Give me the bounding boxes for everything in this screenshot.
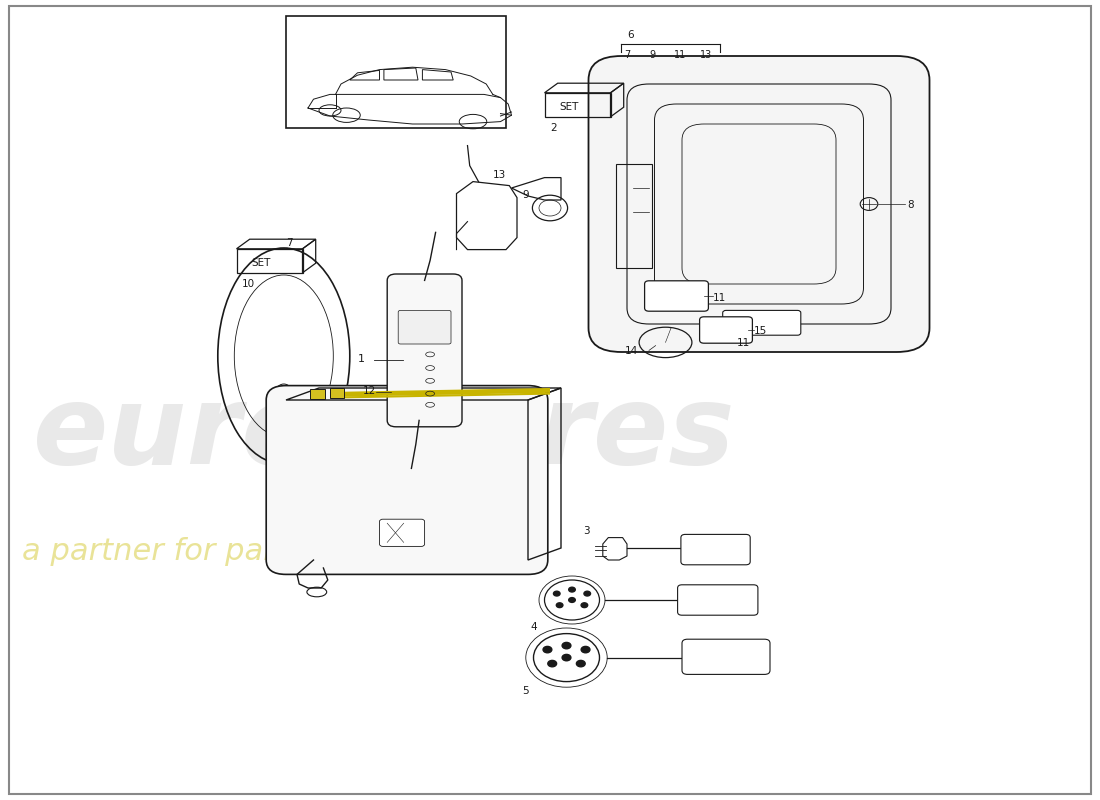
Bar xyxy=(286,16,506,128)
Text: 14: 14 xyxy=(625,346,638,355)
FancyBboxPatch shape xyxy=(398,310,451,344)
Text: 8: 8 xyxy=(908,200,914,210)
FancyBboxPatch shape xyxy=(310,389,324,399)
Circle shape xyxy=(581,603,587,608)
FancyBboxPatch shape xyxy=(678,585,758,615)
FancyBboxPatch shape xyxy=(700,317,752,343)
FancyBboxPatch shape xyxy=(387,274,462,426)
Circle shape xyxy=(576,661,585,667)
Text: 4: 4 xyxy=(530,622,537,632)
Circle shape xyxy=(569,587,575,592)
Circle shape xyxy=(563,655,570,660)
Text: 9: 9 xyxy=(649,50,656,60)
FancyBboxPatch shape xyxy=(266,386,548,574)
Circle shape xyxy=(584,591,591,596)
Text: 7: 7 xyxy=(624,50,630,60)
Text: 6: 6 xyxy=(627,30,634,39)
Text: 2: 2 xyxy=(550,123,557,134)
Circle shape xyxy=(569,598,575,602)
Text: 15: 15 xyxy=(754,326,767,336)
Circle shape xyxy=(557,603,563,608)
Text: 3: 3 xyxy=(583,526,590,536)
Text: 11: 11 xyxy=(674,50,686,60)
Circle shape xyxy=(548,661,557,667)
Text: 10: 10 xyxy=(242,279,255,290)
FancyBboxPatch shape xyxy=(682,639,770,674)
Text: SET: SET xyxy=(251,258,271,268)
Text: 5: 5 xyxy=(522,686,529,695)
FancyBboxPatch shape xyxy=(723,310,801,335)
Text: 13: 13 xyxy=(700,50,712,60)
Text: 7: 7 xyxy=(286,238,293,248)
Circle shape xyxy=(581,646,590,653)
Circle shape xyxy=(562,642,571,649)
Text: 13: 13 xyxy=(493,170,506,180)
FancyBboxPatch shape xyxy=(379,519,425,546)
FancyBboxPatch shape xyxy=(330,388,344,398)
FancyBboxPatch shape xyxy=(681,534,750,565)
FancyBboxPatch shape xyxy=(588,56,930,352)
Text: 9: 9 xyxy=(522,190,529,200)
Circle shape xyxy=(553,591,560,596)
Circle shape xyxy=(562,654,571,661)
Text: 11: 11 xyxy=(737,338,750,347)
Text: 11: 11 xyxy=(713,293,726,302)
Text: eurospares: eurospares xyxy=(33,380,736,487)
Text: 12: 12 xyxy=(363,386,376,396)
Text: a partner for parts since 1985: a partner for parts since 1985 xyxy=(22,537,480,566)
Text: SET: SET xyxy=(560,102,579,112)
Text: 1: 1 xyxy=(358,354,364,363)
FancyBboxPatch shape xyxy=(645,281,708,311)
Circle shape xyxy=(543,646,552,653)
